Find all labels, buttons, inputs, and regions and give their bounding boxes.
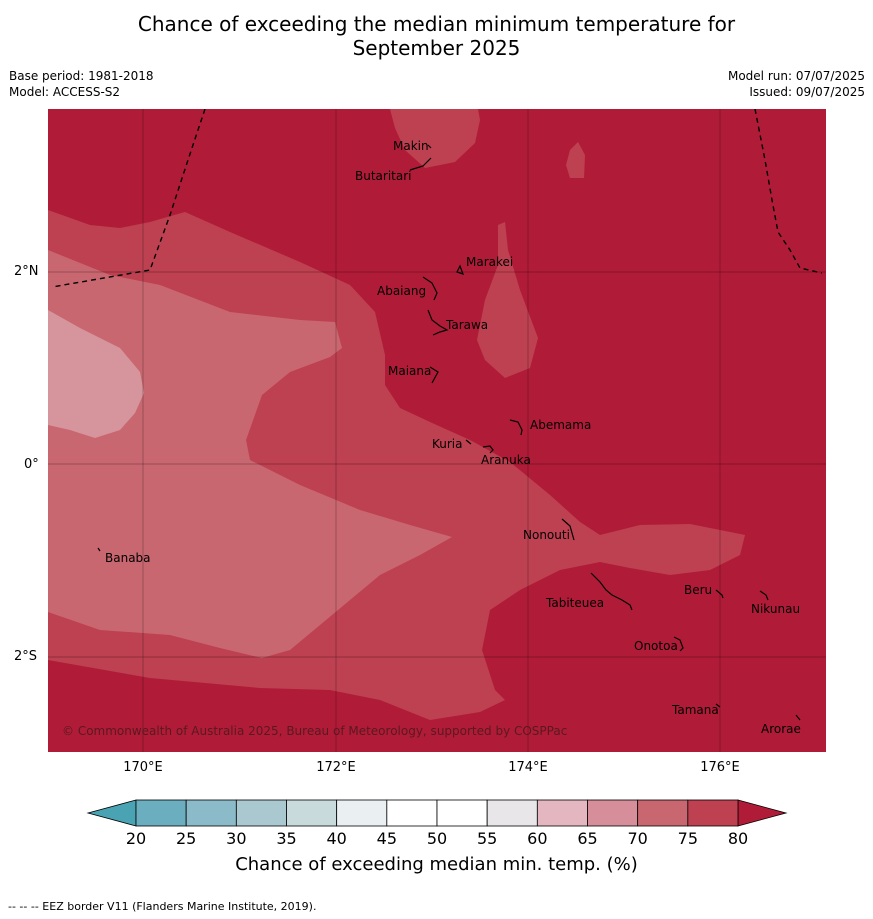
place-nikunau: Nikunau	[751, 602, 801, 616]
colorbar-segment	[536, 799, 588, 827]
colorbar-segment	[637, 799, 689, 827]
colorbar-tick-label: 45	[376, 829, 398, 848]
place-abemama: Abemama	[530, 418, 592, 432]
zone-75-80-north	[390, 109, 480, 168]
place-maiana: Maiana	[388, 364, 432, 378]
place-tamana: Tamana	[672, 703, 719, 717]
colorbar-below-arrow	[86, 799, 137, 827]
colorbar	[86, 799, 788, 827]
zone-75-80-east	[477, 222, 538, 378]
place-banaba: Banaba	[105, 551, 151, 565]
lat-label-0: 0°	[24, 457, 39, 472]
colorbar-tick-label: 40	[326, 829, 347, 848]
place-aranuka: Aranuka	[481, 453, 531, 467]
colorbar-above-arrow	[737, 799, 788, 827]
colorbar-segment	[185, 799, 237, 827]
colorbar-segment	[286, 799, 338, 827]
place-onotoa: Onotoa	[634, 639, 678, 653]
lon-label-176e: 176°E	[700, 760, 740, 775]
lat-label-2s: 2°S	[14, 649, 38, 664]
lat-label-2n: 2°N	[14, 264, 39, 279]
eez-border	[51, 109, 823, 288]
colorbar-tick-label: 50	[426, 829, 448, 848]
place-kuria: Kuria	[432, 437, 463, 451]
colorbar-tick-label: 20	[125, 829, 147, 848]
colorbar-segment	[687, 799, 739, 827]
colorbar-tick-label: 80	[727, 829, 749, 848]
lon-label-170e: 170°E	[123, 760, 163, 775]
map-title: Chance of exceeding the median minimum t…	[0, 12, 873, 60]
colorbar-segment	[587, 799, 639, 827]
place-beru: Beru	[684, 583, 713, 597]
colorbar-tick-label: 35	[276, 829, 297, 848]
island-outlines	[97, 144, 801, 721]
place-abaiang: Abaiang	[377, 284, 427, 298]
place-arorae: Arorae	[761, 722, 801, 736]
place-marakei: Marakei	[466, 255, 514, 269]
place-makin: Makin	[393, 139, 429, 153]
colorbar-tick-label: 30	[226, 829, 247, 848]
colorbar-tick-label: 60	[527, 829, 548, 848]
colorbar-segment	[486, 799, 538, 827]
base-period: Base period: 1981-2018	[9, 69, 154, 83]
copyright-notice: © Commonwealth of Australia 2025, Bureau…	[62, 724, 568, 738]
zone-75-80-small	[566, 142, 585, 178]
lon-label-172e: 172°E	[316, 760, 356, 775]
colorbar-segment	[436, 799, 488, 827]
colorbar-tick-label: 70	[627, 829, 648, 848]
colorbar-segment	[235, 799, 287, 827]
zone-70-75-small	[162, 481, 202, 500]
colorbar-tick-label: 75	[677, 829, 699, 848]
model-run-date: Model run: 07/07/2025	[727, 69, 865, 83]
title-line-1: Chance of exceeding the median minimum t…	[137, 12, 736, 36]
graticule	[48, 109, 826, 752]
title-line-2: September 2025	[352, 36, 521, 60]
zone-65-70	[48, 310, 144, 438]
colorbar-tick-label: 25	[175, 829, 197, 848]
place-tabiteuea: Tabiteuea	[546, 596, 605, 610]
colorbar-segment	[336, 799, 388, 827]
map-area	[48, 109, 826, 752]
place-nonouti: Nonouti	[523, 528, 570, 542]
colorbar-tick-label: 65	[577, 829, 598, 848]
place-tarawa: Tarawa	[446, 318, 489, 332]
colorbar-tick-label: 55	[476, 829, 498, 848]
metadata-left: Base period: 1981-2018 Model: ACCESS-S2	[9, 68, 154, 100]
eez-footnote: -- -- -- EEZ border V11 (Flanders Marine…	[8, 900, 317, 913]
zone-70-75	[48, 250, 452, 658]
colorbar-label: Chance of exceeding median min. temp. (%…	[235, 854, 638, 875]
model-name: Model: ACCESS-S2	[9, 85, 121, 99]
lon-label-174e: 174°E	[508, 760, 548, 775]
place-butaritari: Butaritari	[355, 169, 412, 183]
colorbar-segment	[135, 799, 187, 827]
issued-date: Issued: 09/07/2025	[749, 85, 865, 99]
colorbar-segment	[386, 799, 438, 827]
metadata-right: Model run: 07/07/2025 Issued: 09/07/2025	[728, 68, 865, 100]
